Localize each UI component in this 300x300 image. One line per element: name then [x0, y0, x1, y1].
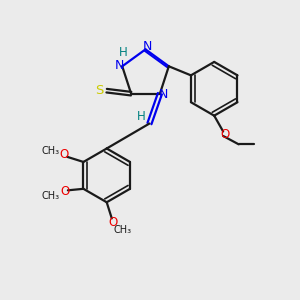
Text: CH₃: CH₃: [113, 225, 132, 235]
Text: H: H: [137, 110, 146, 123]
Text: S: S: [95, 84, 103, 97]
Text: O: O: [108, 216, 118, 230]
Text: H: H: [119, 46, 128, 59]
Text: O: O: [220, 128, 230, 141]
Text: N: N: [159, 88, 168, 101]
Text: N: N: [143, 40, 153, 53]
Text: N: N: [115, 59, 124, 73]
Text: CH₃: CH₃: [41, 191, 60, 201]
Text: O: O: [60, 185, 70, 198]
Text: O: O: [60, 148, 69, 161]
Text: CH₃: CH₃: [41, 146, 60, 157]
